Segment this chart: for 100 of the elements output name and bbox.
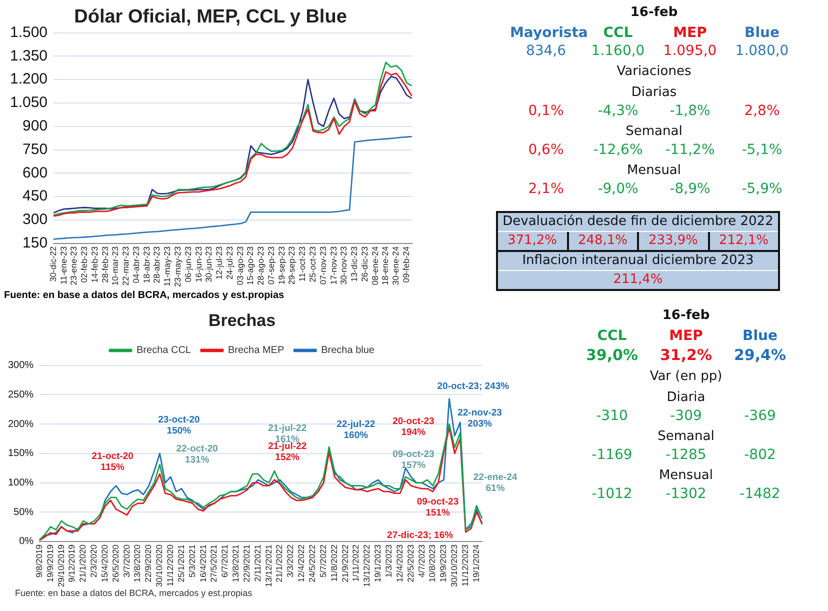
- text: -1302: [664, 486, 708, 502]
- text: Var (en pp): [648, 368, 724, 385]
- x-tick-label: 13/8/2021: [230, 544, 241, 582]
- legend-label: Brecha blue: [321, 345, 375, 356]
- x-tick-label: 12/4/2022: [296, 544, 306, 582]
- x-tick-label: 16/4/2021: [198, 544, 208, 582]
- source-note: Fuente: en base a datos del BCRA, mercados y est.propias: [4, 290, 284, 301]
- x-tick-label: 29/10/2019: [56, 544, 66, 588]
- annotation: 20-oct-23 194%: [392, 416, 434, 438]
- y-tick-label: 100%: [8, 478, 34, 489]
- text: Variaciones: [616, 63, 692, 80]
- x-tick-label: 19/9/2019: [44, 544, 55, 582]
- text: 371,2%: [506, 232, 558, 250]
- x-tick-label: 2/11/2021: [252, 544, 262, 582]
- category-label: Blue: [742, 328, 778, 344]
- x-tick-label: 09-feb-24: [400, 246, 411, 283]
- text: -8,9%: [668, 181, 712, 197]
- x-tick-label: 06-jun-23: [182, 246, 193, 282]
- x-tick-label: 1/11/2022: [350, 544, 361, 582]
- x-tick-label: 11/8/2022: [328, 544, 339, 582]
- x-tick-label: 13/8/2020: [132, 544, 142, 582]
- x-tick-label: 18-ene-24: [380, 246, 390, 286]
- category-label: CCL: [603, 25, 633, 41]
- annotation: 20-oct-23; 243%: [437, 381, 510, 392]
- text: 16-feb: [661, 307, 711, 324]
- category-label: Mayorista: [510, 25, 588, 41]
- text: -11,2%: [664, 142, 716, 158]
- x-tick-label: 19-sep-23: [276, 246, 286, 285]
- text: -5,1%: [740, 142, 784, 158]
- annotation: 27-dic-23; 16%: [387, 530, 454, 542]
- x-tick-label: 24/5/2022: [307, 544, 318, 582]
- x-tick-label: 12/4/2023: [394, 544, 404, 582]
- x-tick-label: 27/5/2021: [208, 544, 219, 582]
- x-tick-label: 19/1/2024: [470, 544, 481, 582]
- annotation: 22-jul-22 160%: [336, 419, 376, 442]
- text: 1.095,0: [662, 43, 718, 59]
- x-tick-label: 10/8/2023: [427, 544, 438, 582]
- x-tick-label: 21/1/2020: [78, 544, 88, 582]
- x-tick-label: 28-ago-23: [256, 246, 266, 286]
- x-tick-label: 5/7/2022: [318, 544, 328, 578]
- x-tick-label: 17-nov-23: [328, 246, 338, 285]
- x-tick-label: 11-oct-23: [297, 246, 308, 282]
- x-tick-label: 19/1/2023: [372, 544, 383, 582]
- text: -1169: [590, 447, 634, 463]
- x-tick-label: 9/12/2019: [66, 544, 77, 582]
- x-tick-label: 25/1/2021: [176, 544, 186, 582]
- x-tick-label: 11-may-23: [162, 246, 172, 286]
- text: -369: [743, 408, 777, 424]
- x-tick-label: 30/10/2020: [154, 544, 164, 588]
- text: 212,1%: [708, 232, 778, 250]
- x-tick-label: 19/9/2023: [438, 544, 448, 582]
- text: -1285: [664, 447, 708, 463]
- annotation: 22-ene-24 61%: [473, 472, 518, 494]
- y-tick-label: 750: [22, 140, 48, 158]
- x-tick-label: 23-ene-23: [68, 246, 79, 286]
- y-tick-label: 250%: [8, 389, 34, 400]
- x-tick-label: 14-feb-23: [89, 246, 100, 283]
- x-tick-label: 26/5/2020: [110, 544, 120, 582]
- x-tick-label: 22/9/2020: [143, 544, 154, 582]
- x-tick-label: 3/7/2020: [121, 544, 132, 578]
- text: -1,8%: [668, 103, 712, 119]
- annotation: 09-oct-23 157%: [392, 449, 434, 472]
- text: Devaluación desde fin de diciembre 2022: [498, 213, 778, 232]
- x-tick-label: 13/12/2022: [362, 544, 372, 588]
- y-tick-label: 1.500: [10, 24, 48, 41]
- y-tick-label: 1.350: [10, 47, 48, 64]
- x-tick-label: 3/3/2022: [285, 544, 296, 578]
- x-tick-label: 30/10/2023: [449, 544, 460, 588]
- x-tick-label: 21/1/2022: [274, 544, 284, 582]
- text: 31,2%: [658, 346, 714, 364]
- x-tick-label: 16-jun-23: [193, 246, 204, 282]
- text: 39,0%: [584, 346, 640, 364]
- x-tick-label: 13/12/2021: [263, 544, 274, 588]
- category-label: CCL: [596, 328, 628, 344]
- x-tick-label: 22/9/2021: [241, 544, 252, 582]
- text: 0,6%: [527, 142, 565, 158]
- y-tick-label: 150%: [8, 448, 34, 460]
- y-tick-label: 200%: [8, 418, 34, 430]
- text: 0,1%: [527, 103, 565, 119]
- text: 248,1%: [566, 232, 637, 250]
- x-tick-label: 2/3/2020: [88, 544, 99, 578]
- text: 834,6: [524, 43, 568, 59]
- text: 29,4%: [732, 346, 788, 364]
- x-tick-label: 6/7/2021: [220, 544, 230, 578]
- x-tick-label: 11/12/2020: [165, 544, 176, 586]
- text: 211,4%: [612, 271, 664, 289]
- annotation: 22-nov-23 203%: [458, 407, 502, 430]
- x-tick-label: 24-jul-23: [224, 246, 234, 280]
- x-tick-label: 10-mar-23: [110, 246, 120, 286]
- text: Diarias: [630, 84, 678, 101]
- y-tick-label: 50%: [14, 506, 34, 518]
- x-tick-label: 29-sep-23: [286, 246, 297, 285]
- y-tick-label: 900: [22, 118, 48, 135]
- y-tick-label: 300: [22, 211, 48, 228]
- text: -802: [743, 447, 777, 463]
- x-tick-label: 23-may-23: [172, 246, 182, 288]
- annotation: 09-oct-23 151%: [416, 496, 459, 519]
- x-tick-label: 26-dic-23: [359, 246, 370, 282]
- x-tick-label: 13-dic-23: [349, 246, 360, 282]
- y-tick-label: 600: [22, 164, 48, 182]
